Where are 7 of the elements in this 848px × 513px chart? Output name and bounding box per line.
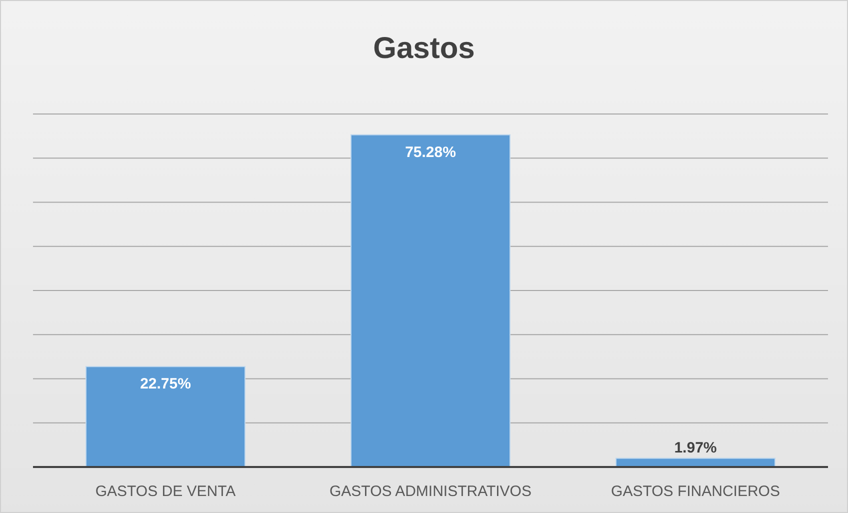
x-tick-label: GASTOS ADMINISTRATIVOS (330, 483, 532, 500)
data-label: 1.97% (674, 439, 717, 456)
chart-title: Gastos (373, 32, 475, 65)
x-tick-label: GASTOS FINANCIEROS (611, 483, 780, 500)
data-label: 22.75% (140, 376, 191, 393)
data-label: 75.28% (405, 144, 456, 161)
x-tick-label: GASTOS DE VENTA (95, 483, 236, 500)
